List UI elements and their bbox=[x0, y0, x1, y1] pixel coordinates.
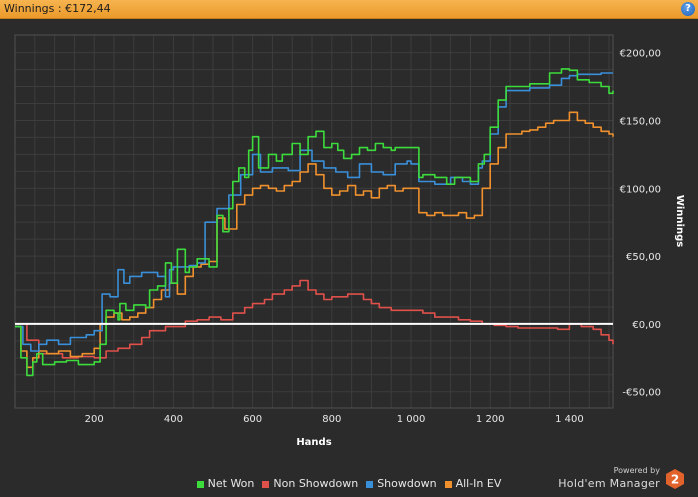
series-lines bbox=[15, 68, 614, 377]
legend: Net Won Non Showdown Showdown All-In EV bbox=[0, 477, 698, 490]
x-axis-label: Hands bbox=[296, 437, 331, 448]
series-line-net-won bbox=[15, 68, 614, 377]
y-tick-labels: -€50,00 €0,00 €50,00 €100,00 €150,00 €200,00 bbox=[620, 49, 661, 399]
product-name: Hold'em Manager bbox=[558, 477, 660, 490]
x-tick-label: 400 bbox=[164, 414, 183, 425]
legend-swatch bbox=[444, 480, 452, 488]
y-tick-label: €0,00 bbox=[632, 320, 661, 331]
hem2-logo-icon: 2 bbox=[666, 469, 684, 489]
legend-label: All-In EV bbox=[455, 477, 502, 490]
legend-label: Showdown bbox=[377, 477, 437, 490]
x-tick-labels: 200 400 600 800 1 000 1 200 1 400 bbox=[85, 414, 584, 425]
y-tick-label: €50,00 bbox=[626, 252, 661, 263]
x-tick-label: 600 bbox=[243, 414, 262, 425]
plot-background bbox=[15, 35, 613, 408]
window-title: Winnings : €172,44 bbox=[4, 2, 111, 15]
y-tick-label: €100,00 bbox=[620, 184, 661, 195]
legend-item-non-showdown: Non Showdown bbox=[262, 477, 358, 490]
legend-swatch bbox=[196, 480, 204, 488]
logo-number: 2 bbox=[671, 473, 679, 487]
powered-by-text: Powered by bbox=[613, 466, 660, 475]
x-tick-label: 1 400 bbox=[555, 414, 584, 425]
legend-item-net-won: Net Won bbox=[196, 477, 255, 490]
plot-border bbox=[14, 34, 614, 409]
legend-label: Non Showdown bbox=[273, 477, 359, 490]
legend-item-all-in-ev: All-In EV bbox=[444, 477, 502, 490]
legend-item-showdown: Showdown bbox=[366, 477, 437, 490]
y-tick-label: -€50,00 bbox=[622, 388, 661, 399]
legend-swatch bbox=[366, 480, 374, 488]
y-tick-label: €150,00 bbox=[620, 116, 661, 127]
x-tick-label: 1 200 bbox=[476, 414, 505, 425]
legend-label: Net Won bbox=[207, 477, 255, 490]
winnings-chart: 200 400 600 800 1 000 1 200 1 400 -€50,00 €0,00… bbox=[14, 34, 685, 448]
series-line-non-showdown bbox=[15, 279, 614, 359]
help-icon[interactable]: ? bbox=[681, 2, 695, 16]
y-axis-label: Winnings bbox=[674, 195, 685, 247]
y-tick-label: €200,00 bbox=[620, 49, 661, 60]
title-bar: Winnings : €172,44 ? bbox=[0, 0, 698, 19]
x-tick-label: 1 000 bbox=[397, 414, 426, 425]
x-tick-label: 200 bbox=[85, 414, 104, 425]
x-tick-label: 800 bbox=[322, 414, 341, 425]
legend-swatch bbox=[262, 480, 270, 488]
